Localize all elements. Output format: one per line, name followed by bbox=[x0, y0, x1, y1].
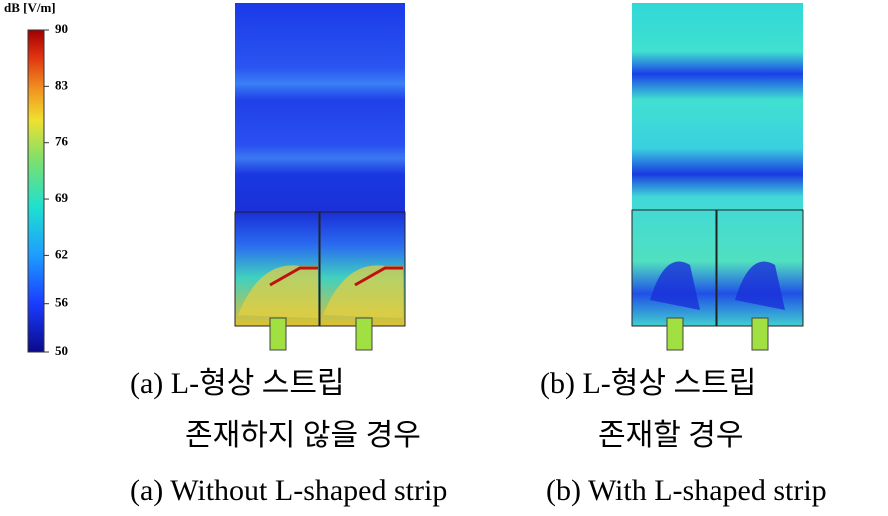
caption-ko-line: 존재할 경우 bbox=[598, 419, 744, 452]
caption-ko-line: 존재하지 않을 경우 bbox=[185, 419, 421, 452]
field-image-b bbox=[631, 3, 804, 351]
colorbar-tick-label: 62 bbox=[55, 246, 68, 261]
colorbar-title: dB [V/m] bbox=[4, 0, 56, 15]
caption-en: (b) With L-shaped strip bbox=[546, 474, 827, 507]
colorbar bbox=[27, 29, 45, 353]
colorbar-tick-label: 76 bbox=[55, 134, 69, 149]
colorbar-tick-label: 56 bbox=[55, 295, 69, 310]
caption-ko-line: (a) L-형상 스트립 bbox=[130, 367, 345, 400]
colorbar-tick-label: 50 bbox=[55, 343, 68, 358]
colorbar-tick-label: 90 bbox=[55, 21, 68, 36]
caption-ko-line: (b) L-형상 스트립 bbox=[540, 367, 756, 400]
caption-en: (a) Without L-shaped strip bbox=[130, 474, 447, 507]
colorbar-tick-label: 69 bbox=[55, 190, 69, 205]
colorbar-tick-label: 83 bbox=[55, 77, 69, 92]
field-image-a bbox=[234, 3, 406, 351]
